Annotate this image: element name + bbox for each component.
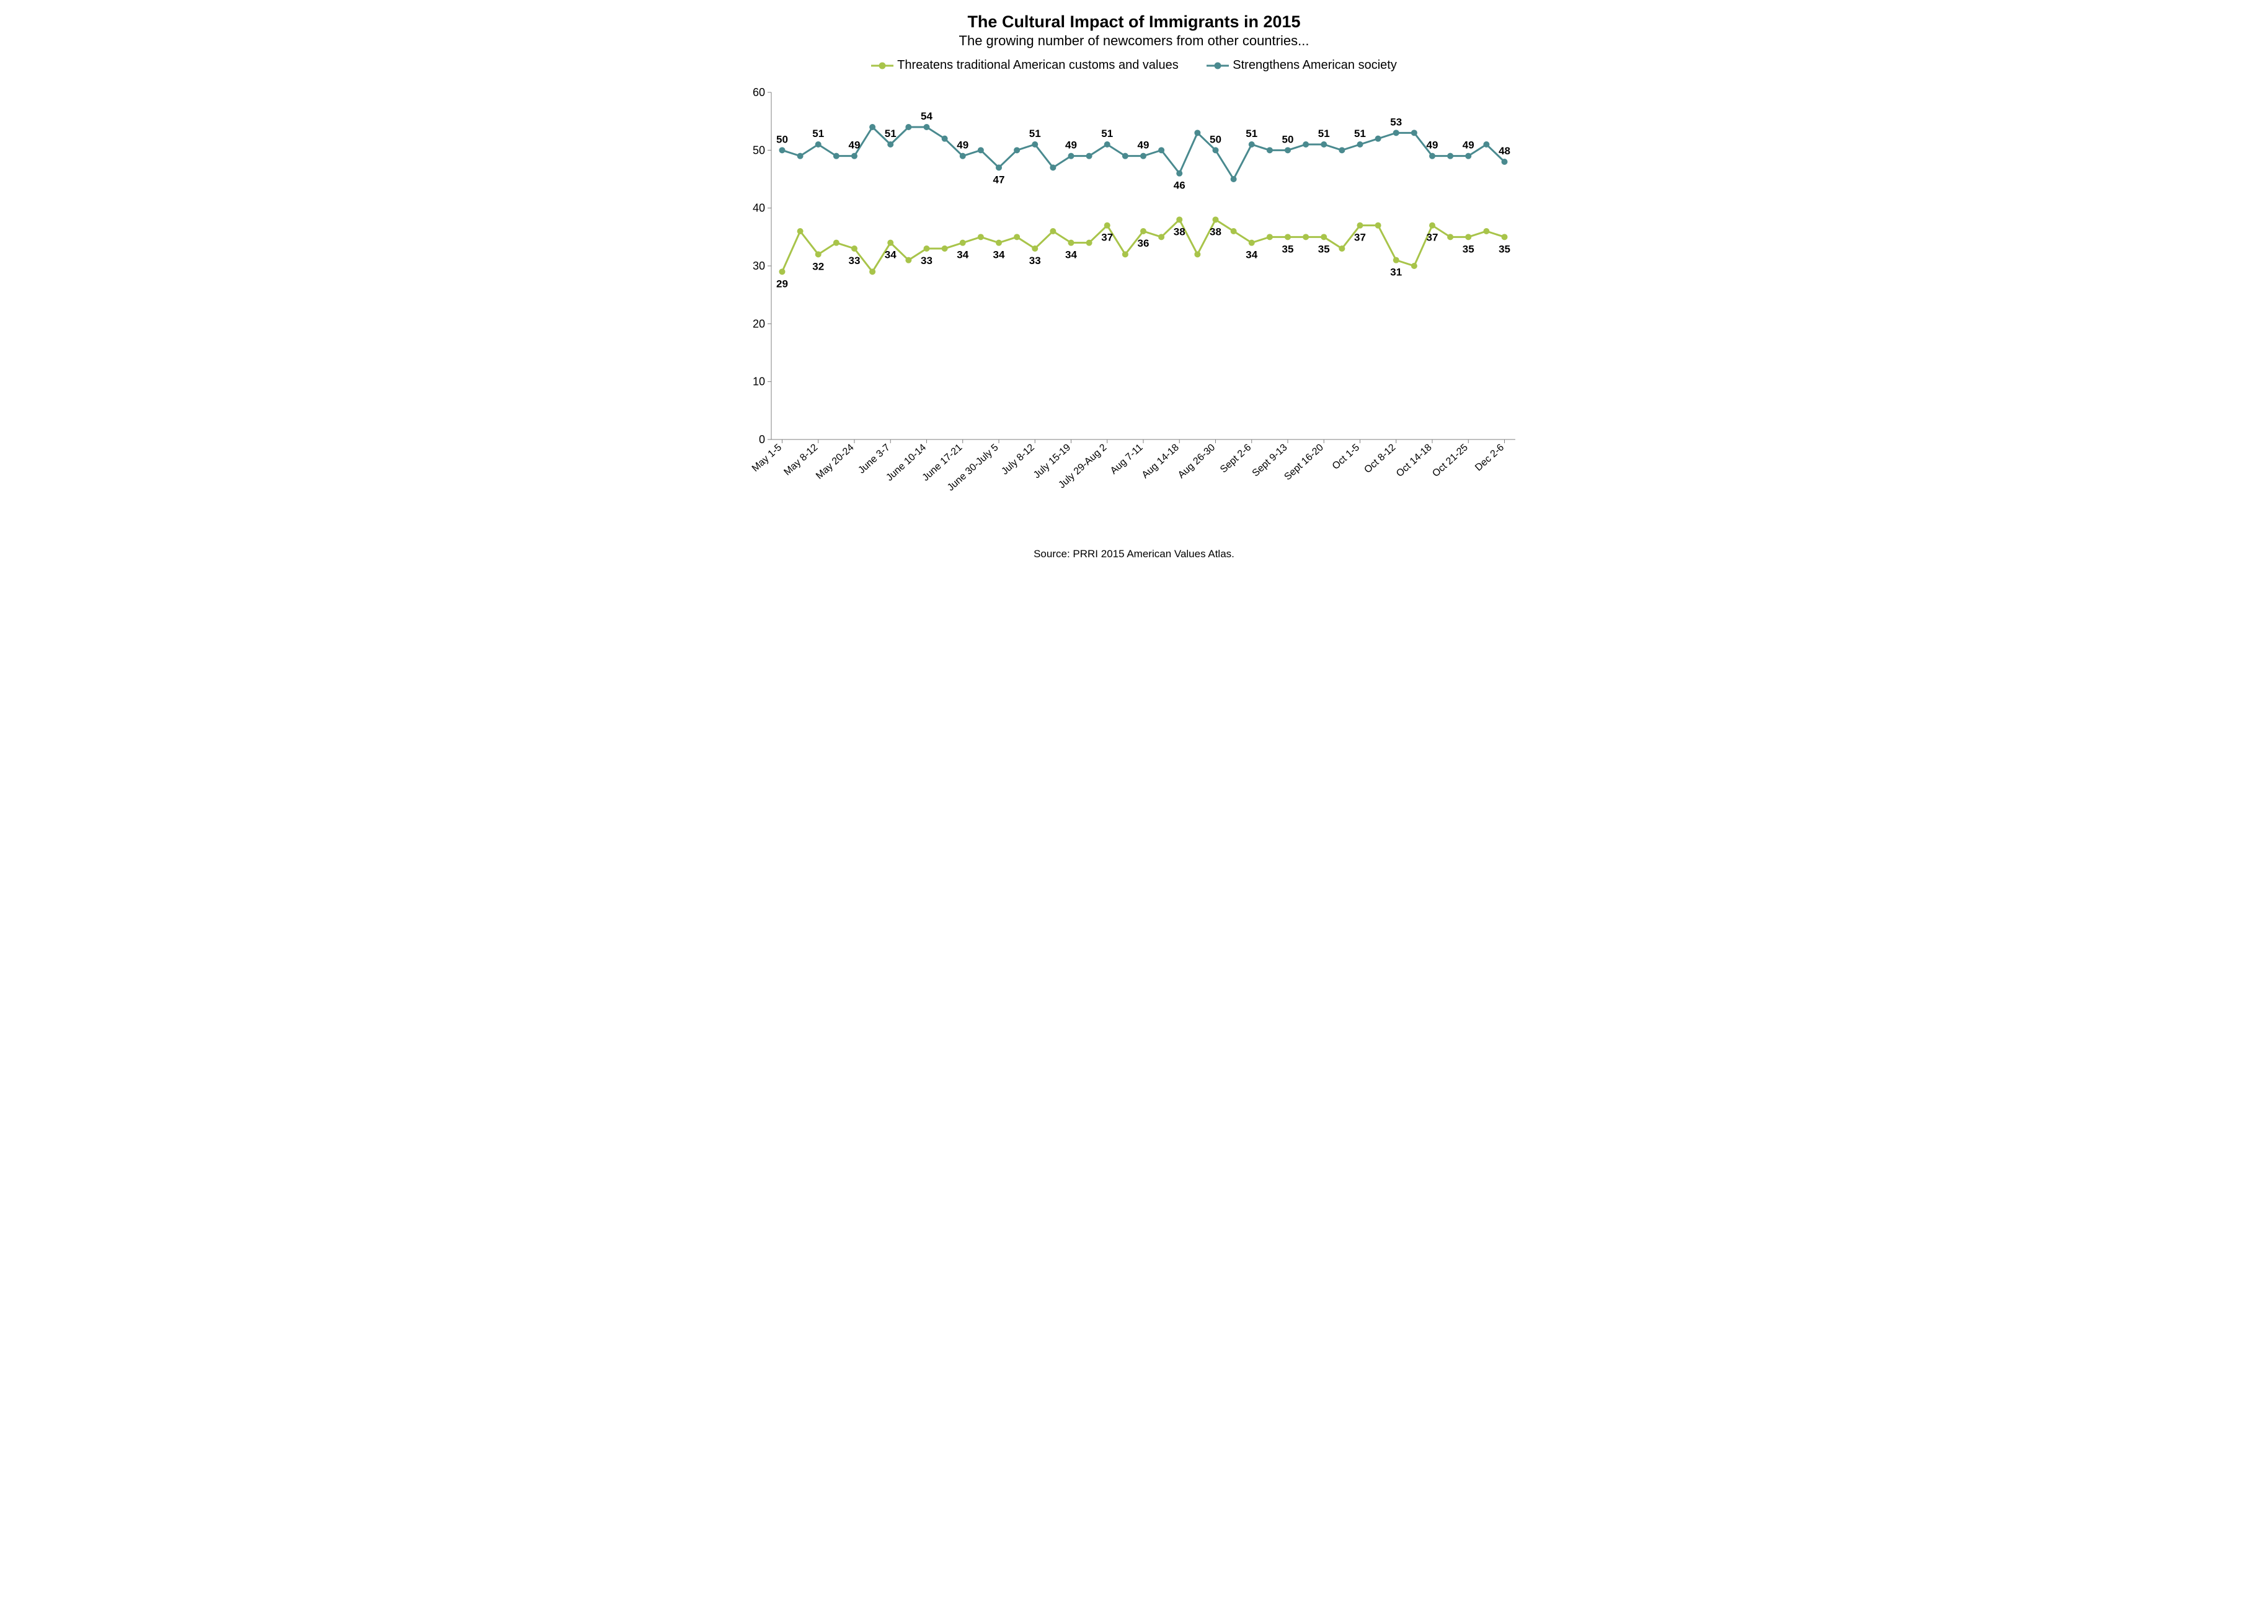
- svg-text:35: 35: [1499, 243, 1510, 255]
- svg-text:35: 35: [1318, 243, 1330, 255]
- legend-dot-icon: [1215, 62, 1221, 69]
- svg-text:31: 31: [1390, 266, 1402, 278]
- svg-text:34: 34: [993, 249, 1005, 260]
- svg-text:Aug 14-18: Aug 14-18: [1140, 442, 1181, 480]
- svg-text:34: 34: [1065, 249, 1077, 260]
- legend-marker-strengthens: [1207, 61, 1229, 70]
- svg-text:Oct 21-25: Oct 21-25: [1430, 442, 1470, 479]
- chart-legend: Threatens traditional American customs a…: [740, 58, 1528, 74]
- svg-text:40: 40: [753, 201, 765, 214]
- svg-text:34: 34: [1246, 249, 1257, 260]
- svg-text:49: 49: [1138, 139, 1150, 151]
- svg-text:49: 49: [1427, 139, 1438, 151]
- svg-text:53: 53: [1390, 116, 1402, 128]
- svg-text:35: 35: [1463, 243, 1474, 255]
- svg-text:51: 51: [1318, 128, 1330, 139]
- svg-text:May 1-5: May 1-5: [750, 442, 784, 474]
- svg-text:35: 35: [1282, 243, 1294, 255]
- svg-text:34: 34: [885, 249, 897, 260]
- svg-text:10: 10: [753, 375, 765, 387]
- legend-item-threatens: Threatens traditional American customs a…: [871, 58, 1179, 73]
- svg-text:60: 60: [753, 86, 765, 99]
- svg-text:51: 51: [1101, 128, 1113, 139]
- legend-item-strengthens: Strengthens American society: [1207, 58, 1397, 73]
- legend-label-strengthens: Strengthens American society: [1233, 58, 1397, 73]
- chart-plot-area: 0 10 20 30 40 50 60 May 1-5May 8-12May 20-24Jun…: [740, 80, 1528, 526]
- svg-text:54: 54: [921, 110, 932, 122]
- svg-text:Oct 8-12: Oct 8-12: [1362, 442, 1398, 475]
- legend-dot-icon: [879, 62, 886, 69]
- svg-text:May 8-12: May 8-12: [782, 442, 820, 477]
- svg-text:50: 50: [1282, 133, 1294, 145]
- svg-text:37: 37: [1427, 231, 1438, 243]
- svg-text:47: 47: [993, 174, 1005, 185]
- svg-text:50: 50: [776, 133, 788, 145]
- svg-text:51: 51: [1029, 128, 1041, 139]
- svg-text:51: 51: [1246, 128, 1257, 139]
- svg-text:48: 48: [1499, 145, 1510, 157]
- chart-container: The Cultural Impact of Immigrants in 201…: [728, 0, 1540, 573]
- svg-text:Aug 7-11: Aug 7-11: [1109, 442, 1145, 476]
- svg-text:Oct 14-18: Oct 14-18: [1394, 442, 1434, 479]
- chart-subtitle: The growing number of newcomers from oth…: [740, 33, 1528, 49]
- svg-text:July 8-12: July 8-12: [999, 442, 1037, 477]
- svg-text:51: 51: [1354, 128, 1366, 139]
- chart-source: Source: PRRI 2015 American Values Atlas.: [740, 548, 1528, 560]
- svg-text:36: 36: [1138, 237, 1150, 249]
- svg-text:37: 37: [1101, 231, 1113, 243]
- svg-text:June 3-7: June 3-7: [856, 442, 892, 475]
- svg-text:38: 38: [1210, 226, 1221, 237]
- svg-text:Dec 2-6: Dec 2-6: [1473, 442, 1506, 473]
- svg-text:33: 33: [1029, 255, 1041, 267]
- svg-text:49: 49: [957, 139, 968, 151]
- svg-text:33: 33: [849, 255, 861, 267]
- svg-text:51: 51: [885, 128, 897, 139]
- svg-text:30: 30: [753, 260, 765, 272]
- svg-text:Oct 1-5: Oct 1-5: [1331, 442, 1362, 472]
- svg-text:34: 34: [957, 249, 968, 260]
- svg-text:May 20-24: May 20-24: [814, 442, 856, 481]
- svg-text:49: 49: [1065, 139, 1077, 151]
- svg-text:Sept 16-20: Sept 16-20: [1282, 442, 1326, 482]
- svg-text:37: 37: [1354, 231, 1366, 243]
- svg-text:33: 33: [921, 255, 932, 267]
- chart-title: The Cultural Impact of Immigrants in 201…: [740, 12, 1528, 32]
- svg-text:20: 20: [753, 317, 765, 330]
- legend-label-threatens: Threatens traditional American customs a…: [897, 58, 1179, 73]
- svg-text:50: 50: [1210, 133, 1221, 145]
- svg-text:0: 0: [759, 433, 765, 446]
- svg-text:49: 49: [1463, 139, 1474, 151]
- svg-text:46: 46: [1174, 179, 1185, 191]
- svg-text:50: 50: [753, 144, 765, 156]
- svg-text:49: 49: [849, 139, 861, 151]
- svg-text:38: 38: [1174, 226, 1185, 237]
- svg-text:32: 32: [812, 260, 824, 272]
- svg-text:51: 51: [812, 128, 824, 139]
- svg-text:29: 29: [776, 278, 788, 289]
- svg-text:Sept 2-6: Sept 2-6: [1218, 442, 1253, 475]
- svg-text:Aug 26-30: Aug 26-30: [1176, 442, 1217, 480]
- legend-marker-threatens: [871, 61, 893, 70]
